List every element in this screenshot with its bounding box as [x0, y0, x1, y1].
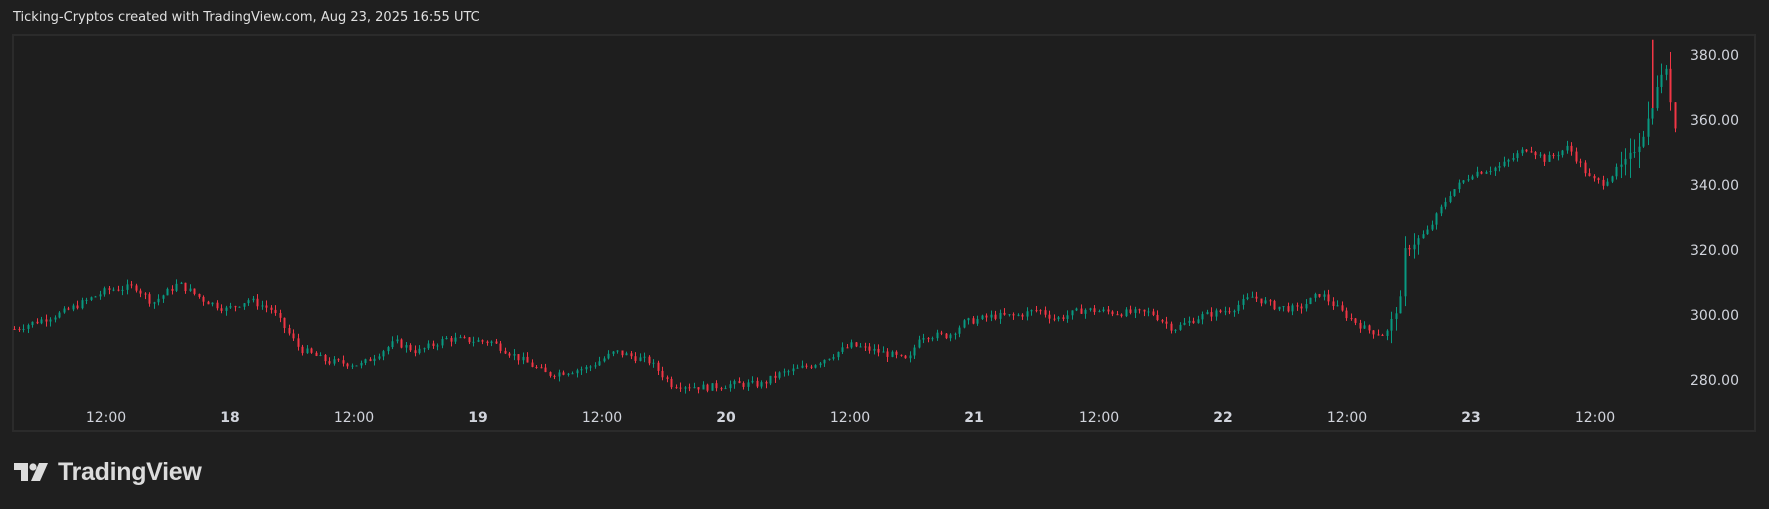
time-axis-label: 12:00	[333, 410, 375, 426]
price-axis-label: 320.00	[1690, 243, 1739, 259]
tradingview-logo-icon	[14, 462, 48, 481]
time-axis-label: 12:00	[581, 410, 623, 426]
chart-caption: Ticking-Cryptos created with TradingView…	[13, 10, 480, 25]
price-axis-label: 360.00	[1690, 113, 1739, 129]
chart-pane[interactable]	[12, 34, 1756, 432]
price-axis-label: 280.00	[1690, 373, 1739, 389]
tradingview-logo-text: TradingView	[58, 458, 202, 486]
tradingview-logo[interactable]: TradingView	[14, 458, 202, 487]
time-axis-label: 20	[716, 410, 736, 426]
time-axis-label: 12:00	[1574, 410, 1616, 426]
time-axis-label: 23	[1461, 410, 1481, 426]
time-axis-label: 21	[964, 410, 984, 426]
price-axis-label: 380.00	[1690, 48, 1739, 64]
time-axis-label: 12:00	[85, 410, 127, 426]
price-axis-label: 340.00	[1690, 178, 1739, 194]
time-axis-label: 12:00	[829, 410, 871, 426]
price-axis-label: 300.00	[1690, 308, 1739, 324]
time-axis-label: 22	[1213, 410, 1233, 426]
time-axis-label: 18	[220, 410, 240, 426]
time-axis-label: 19	[468, 410, 488, 426]
time-axis-label: 12:00	[1078, 410, 1120, 426]
time-axis-label: 12:00	[1326, 410, 1368, 426]
